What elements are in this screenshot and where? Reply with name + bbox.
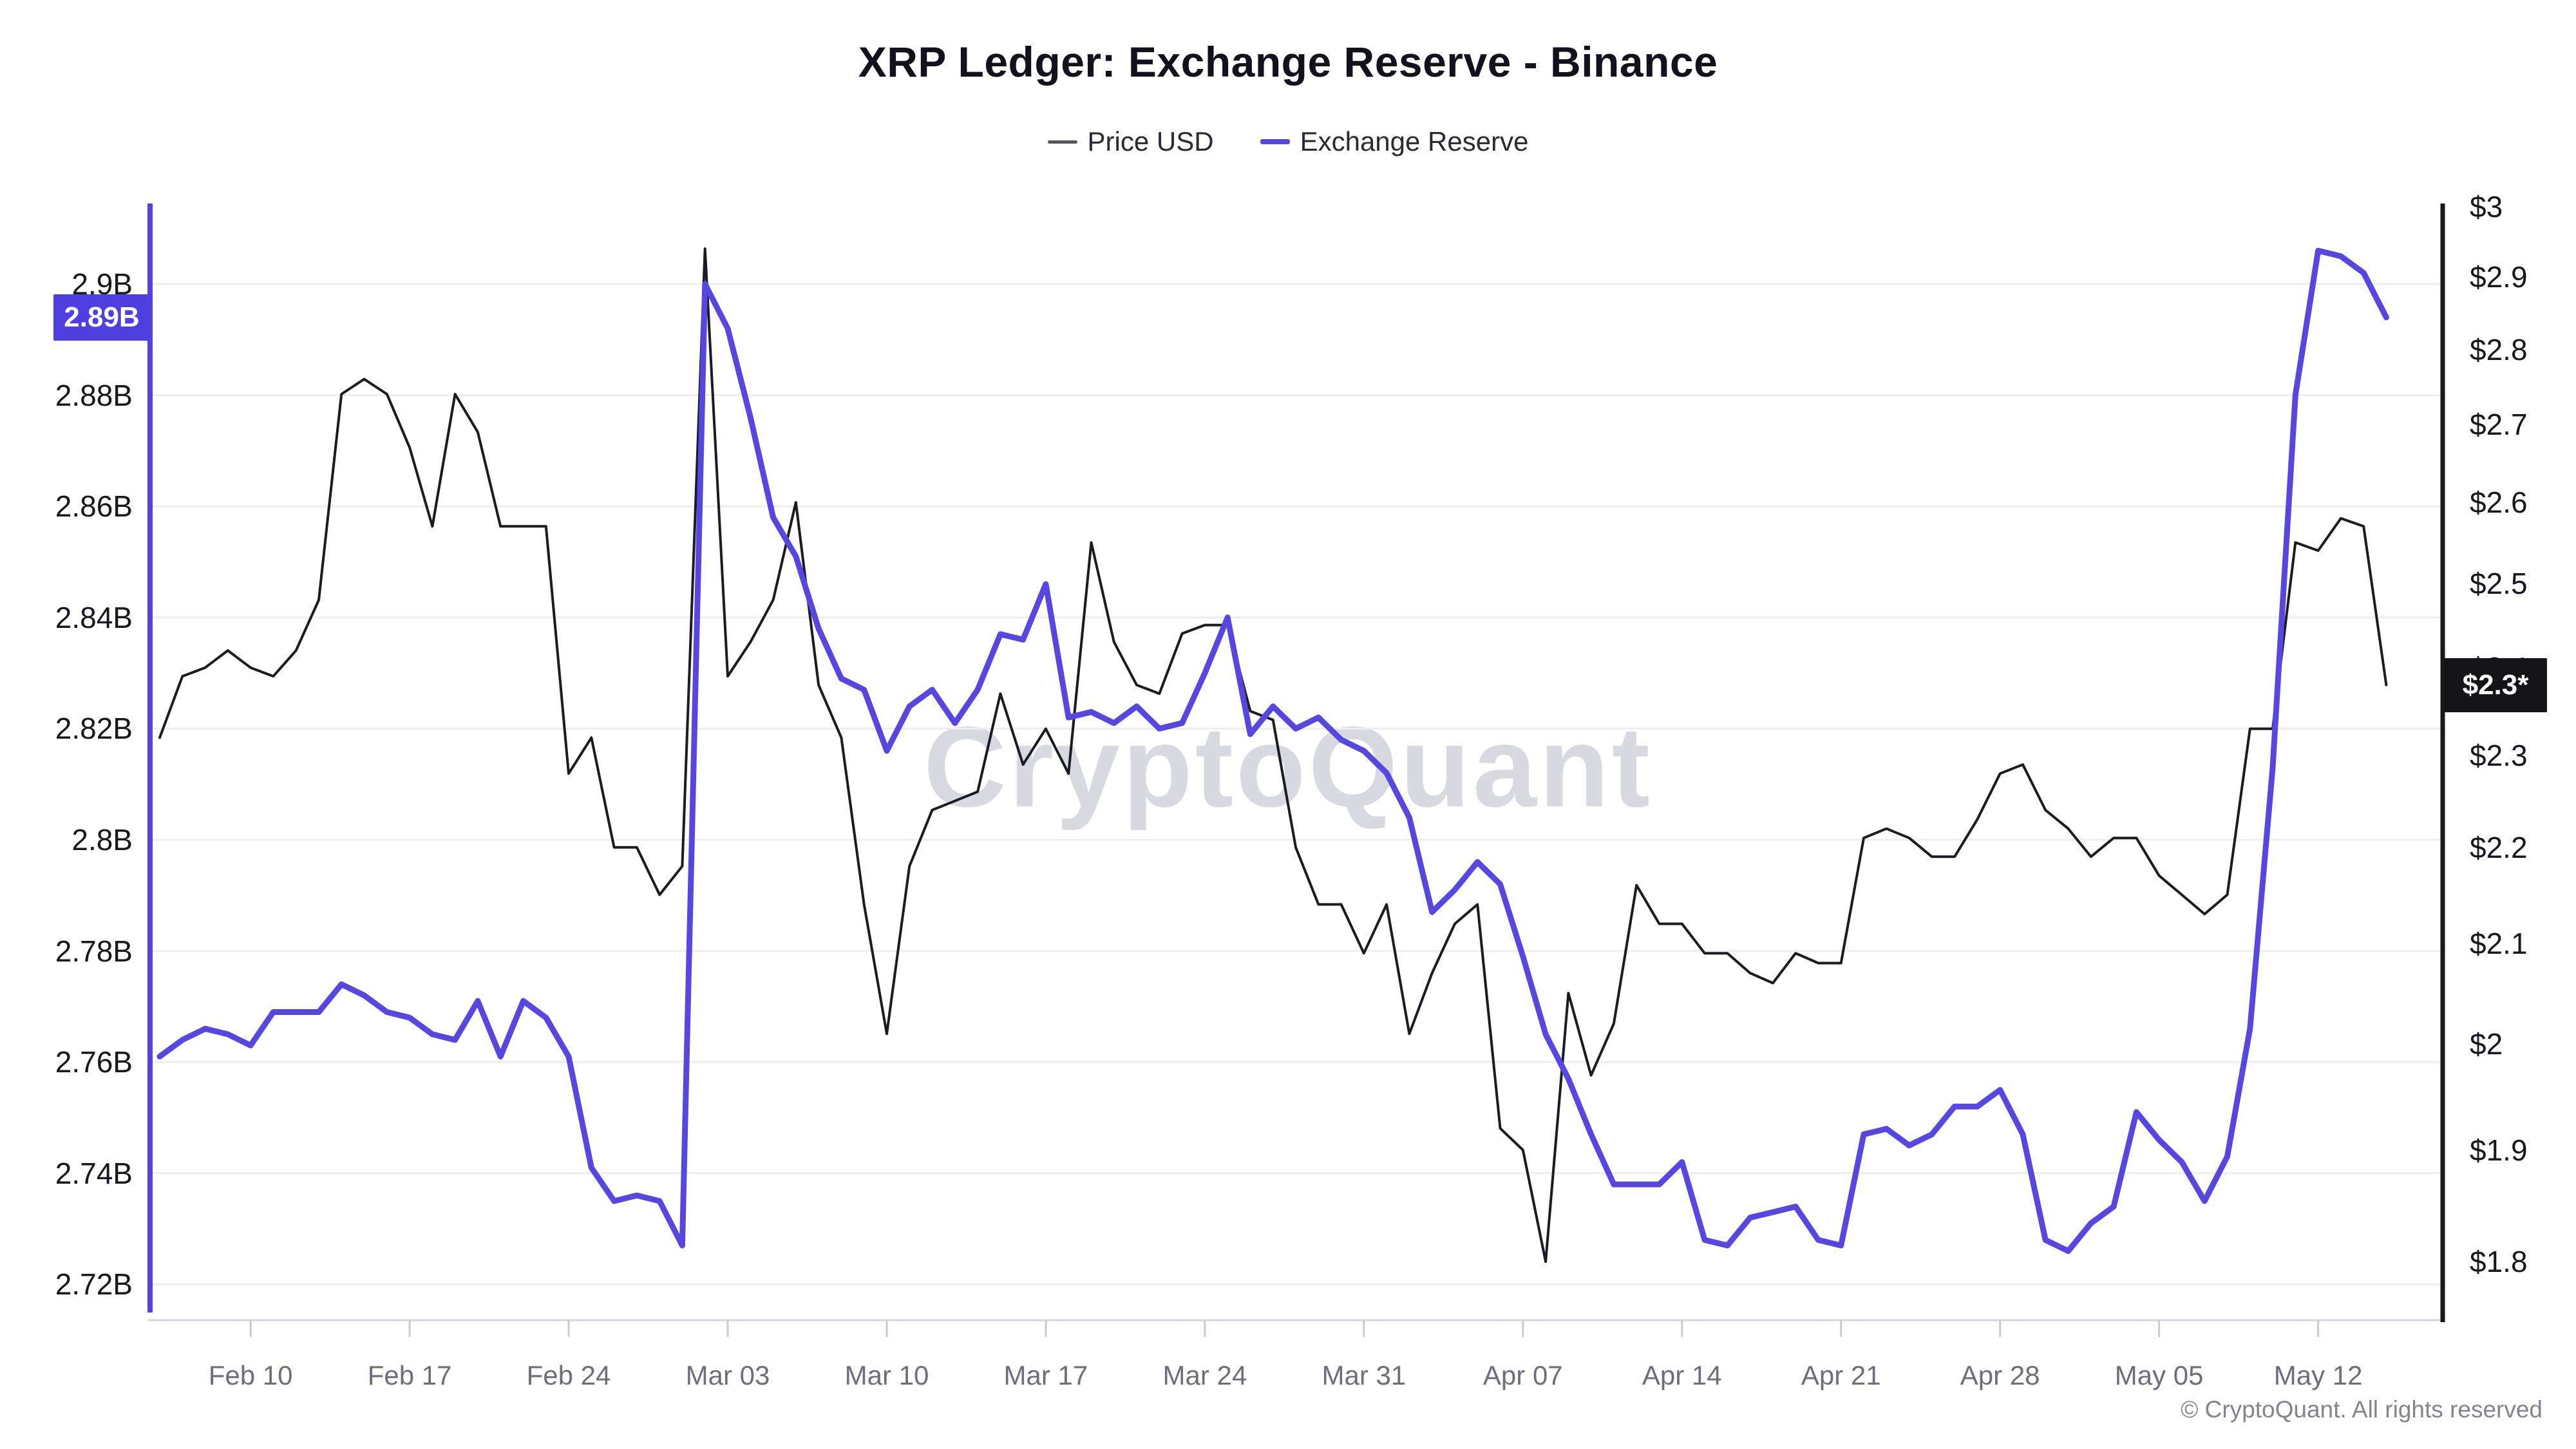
x-axis-label: Mar 31 [1321,1360,1406,1390]
left-axis-label: 2.84B [55,600,133,634]
price-line [158,247,2388,1264]
x-axis-label: Feb 10 [208,1360,293,1390]
price-line-swatch-icon [1047,140,1077,144]
right-axis-label: $2 [2470,1027,2503,1061]
left-axis-label: 2.78B [55,934,133,968]
left-axis-label: 2.76B [55,1045,133,1079]
right-axis-label: $2.5 [2470,566,2528,600]
reserve-last-value-badge: 2.89B [53,294,150,341]
right-axis-label: $2.3 [2470,739,2528,773]
x-axis-label: May 05 [2114,1360,2204,1390]
right-axis-label: $2.1 [2470,926,2528,960]
legend-label-price: Price USD [1087,126,1214,156]
left-axis-label: 2.88B [55,378,133,412]
price-last-value-badge: $2.3* [2444,658,2547,712]
right-axis-label: $1.8 [2470,1245,2528,1279]
legend-item-price[interactable]: Price USD [1047,126,1214,157]
right-axis-label: $2.8 [2470,332,2528,366]
left-axis-label: 2.82B [55,712,133,746]
right-axis-label: $2.9 [2470,260,2528,294]
right-axis-label: $2.7 [2470,408,2528,442]
reserve-line-swatch-icon [1260,139,1290,144]
x-axis-label: Feb 17 [367,1360,452,1390]
x-axis-label: Apr 07 [1482,1360,1563,1390]
right-axis-label: $2.6 [2470,486,2528,520]
x-axis-label: Mar 10 [844,1360,929,1390]
left-axis-label: 2.8B [71,823,133,857]
left-axis-label: 2.86B [55,489,133,524]
chart-title: XRP Ledger: Exchange Reserve - Binance [858,38,1718,86]
left-axis-label: 2.74B [55,1156,133,1190]
x-axis-label: Mar 17 [1003,1360,1088,1390]
x-axis-label: Apr 14 [1642,1360,1722,1390]
x-axis-label: Feb 24 [526,1360,611,1390]
x-axis-label: Apr 21 [1801,1360,1881,1390]
reserve-line [156,247,2389,1255]
legend-item-reserve[interactable]: Exchange Reserve [1260,126,1529,157]
right-axis-label: $1.9 [2470,1133,2528,1167]
x-axis-label: Mar 03 [685,1360,770,1390]
series-lines-group [156,247,2389,1264]
copyright-notice: © CryptoQuant. All rights reserved [2181,1396,2543,1423]
right-axis-label: $2.2 [2470,830,2528,864]
legend: Price USD Exchange Reserve [0,126,2576,157]
x-ticks-group [148,1319,2443,1337]
right-axis-label: $3 [2470,190,2503,224]
x-axis-label: Apr 28 [1960,1360,2040,1390]
axis-lines-group [147,204,2445,1322]
gridlines-group [148,283,2443,1285]
left-axis-label: 2.72B [55,1267,133,1302]
x-axis-label: Mar 24 [1162,1360,1247,1390]
legend-label-reserve: Exchange Reserve [1300,126,1529,156]
x-axis-label: May 12 [2273,1360,2363,1390]
